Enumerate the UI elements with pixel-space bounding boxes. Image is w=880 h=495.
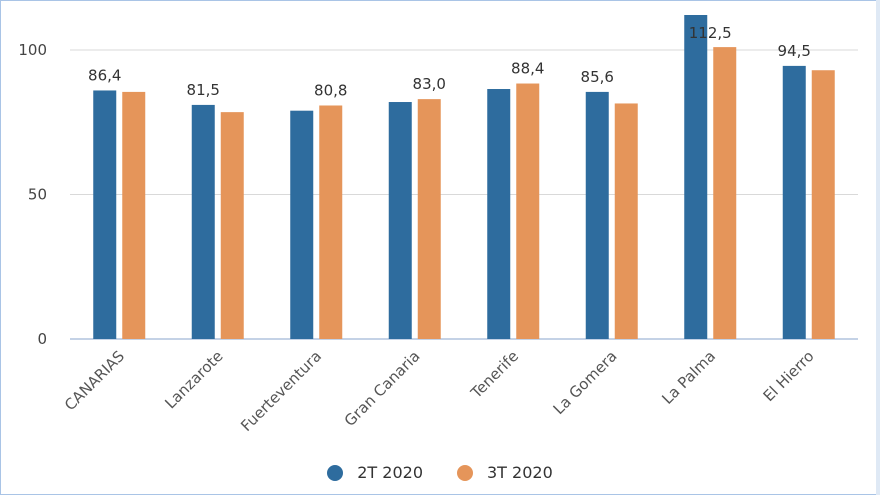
legend-label-2t-2020: 2T 2020 <box>357 463 423 482</box>
bar-2t-3 <box>388 102 412 340</box>
data-label-7: 94,5 <box>778 42 811 60</box>
data-label-1: 81,5 <box>187 81 220 99</box>
bar-3t-2 <box>319 105 343 339</box>
bar-3t-3 <box>417 99 441 339</box>
category-label-6: La Palma <box>658 347 719 408</box>
legend-label-3t-2020: 3T 2020 <box>487 463 553 482</box>
legend: 2T 2020 3T 2020 <box>0 463 880 482</box>
bar-3t-5 <box>614 103 638 339</box>
bar-2t-6 <box>684 15 708 339</box>
bar-3t-0 <box>122 91 146 339</box>
data-label-3: 83,0 <box>413 75 446 93</box>
data-label-0: 86,4 <box>88 66 121 84</box>
y-tick-label-50: 50 <box>28 186 47 204</box>
category-label-0: CANARIAS <box>61 347 128 414</box>
category-label-1: Lanzarote <box>161 347 226 412</box>
bar-2t-2 <box>290 110 314 339</box>
bar-3t-1 <box>220 112 244 339</box>
bar-3t-6 <box>713 47 737 340</box>
bar-2t-4 <box>487 89 511 339</box>
category-label-3: Gran Canaria <box>341 347 424 430</box>
legend-marker-3t-2020 <box>457 464 473 481</box>
bar-2t-7 <box>782 65 806 340</box>
bar-3t-7 <box>811 70 835 339</box>
y-tick-label-100: 100 <box>18 41 47 59</box>
bar-2t-0 <box>93 90 117 340</box>
data-label-2: 80,8 <box>314 81 347 99</box>
bar-3t-4 <box>516 83 540 339</box>
category-label-2: Fuerteventura <box>237 347 325 435</box>
category-label-4: Tenerife <box>467 347 522 402</box>
category-label-5: La Gomera <box>550 347 621 418</box>
y-tick-label-0: 0 <box>37 330 47 348</box>
data-label-5: 85,6 <box>581 68 614 86</box>
bar-2t-5 <box>585 91 609 339</box>
legend-item-3t-2020[interactable]: 3T 2020 <box>457 463 553 482</box>
frame-edge <box>876 0 880 495</box>
legend-item-2t-2020[interactable]: 2T 2020 <box>327 463 423 482</box>
data-label-6: 112,5 <box>689 24 732 42</box>
bar-2t-1 <box>191 104 215 339</box>
data-label-4: 88,4 <box>511 60 544 78</box>
legend-marker-2t-2020 <box>327 464 344 481</box>
category-label-7: El Hierro <box>760 347 818 405</box>
